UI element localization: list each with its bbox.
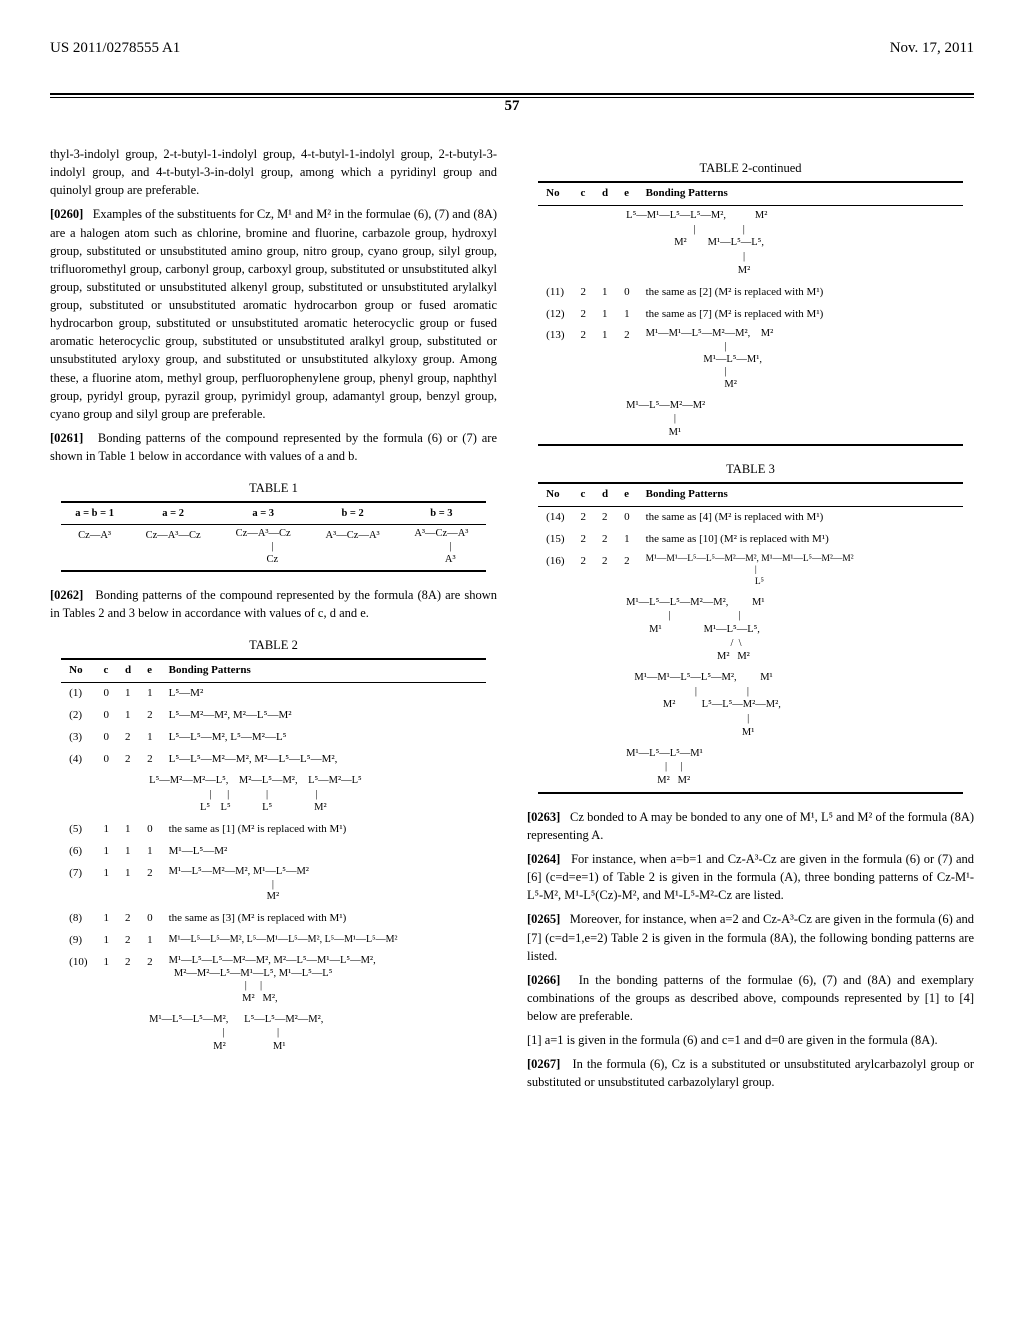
table-1: TABLE 1 a = b = 1 a = 2 a = 3 b = 2 b = … <box>50 479 497 572</box>
t2-h1: c <box>96 659 118 682</box>
para-num-0261: [0261] <box>50 431 83 445</box>
para-bracket-1: [1] a=1 is given in the formula (6) and … <box>527 1031 974 1049</box>
table-2c-title: TABLE 2-continued <box>527 159 974 177</box>
t2-h4: Bonding Patterns <box>161 659 486 682</box>
header-rule <box>50 93 974 98</box>
table-2-title: TABLE 2 <box>50 636 497 654</box>
page-number: 57 <box>50 98 974 115</box>
t2-h3: e <box>139 659 161 682</box>
t1-h4: b = 3 <box>397 502 486 525</box>
t1-r1: Cz—A³—Cz <box>128 525 218 571</box>
t1-h3: b = 2 <box>308 502 397 525</box>
left-column: thyl-3-indolyl group, 2-t-butyl-1-indoly… <box>50 145 497 1098</box>
para-num-0260: [0260] <box>50 207 83 221</box>
table-3-body: No c d e Bonding Patterns (14)220the sam… <box>538 482 963 794</box>
para-num-0262: [0262] <box>50 588 83 602</box>
t2-h0: No <box>61 659 95 682</box>
table-2-body: No c d e Bonding Patterns (1)011L⁵—M² (2… <box>61 658 486 1058</box>
para-0262-text: Bonding patterns of the compound represe… <box>50 588 497 620</box>
para-0264: [0264] For instance, when a=b=1 and Cz-A… <box>527 850 974 904</box>
right-column: TABLE 2-continued No c d e Bonding Patte… <box>527 145 974 1098</box>
t1-r2: Cz—A³—Cz | Cz <box>218 525 308 571</box>
page-header: US 2011/0278555 A1 Nov. 17, 2011 <box>50 40 974 63</box>
para-0261-text: Bonding patterns of the compound represe… <box>50 431 497 463</box>
table-2: TABLE 2 No c d e Bonding Patterns (1)011… <box>50 636 497 1058</box>
table-2c-body: No c d e Bonding Patterns L⁵—M¹—L⁵—L⁵—M²… <box>538 181 963 446</box>
table-3: TABLE 3 No c d e Bonding Patterns (14)22… <box>527 460 974 794</box>
t1-r0: Cz—A³ <box>61 525 128 571</box>
table-1-body: a = b = 1 a = 2 a = 3 b = 2 b = 3 Cz—A³ … <box>61 501 486 572</box>
t1-h1: a = 2 <box>128 502 218 525</box>
para-0265: [0265] Moreover, for instance, when a=2 … <box>527 910 974 964</box>
para-intro: thyl-3-indolyl group, 2-t-butyl-1-indoly… <box>50 145 497 199</box>
t1-h0: a = b = 1 <box>61 502 128 525</box>
table-1-title: TABLE 1 <box>50 479 497 497</box>
t2-row4-extra: L⁵—M²—M²—L⁵, M²—L⁵—M², L⁵—M²—L⁵ | | | | … <box>61 771 486 819</box>
para-0261: [0261] Bonding patterns of the compound … <box>50 429 497 465</box>
two-column-layout: thyl-3-indolyl group, 2-t-butyl-1-indoly… <box>50 145 974 1098</box>
para-0260: [0260] Examples of the substituents for … <box>50 205 497 423</box>
t1-r3: A³—Cz—A³ <box>308 525 397 571</box>
t2-h2: d <box>117 659 139 682</box>
table-3-title: TABLE 3 <box>527 460 974 478</box>
t1-r4: A³—Cz—A³ | A³ <box>397 525 486 571</box>
para-0263: [0263] Cz bonded to A may be bonded to a… <box>527 808 974 844</box>
para-0266: [0266] In the bonding patterns of the fo… <box>527 971 974 1025</box>
table-2-continued: TABLE 2-continued No c d e Bonding Patte… <box>527 159 974 446</box>
publication-number: US 2011/0278555 A1 <box>50 40 180 57</box>
publication-date: Nov. 17, 2011 <box>890 40 974 57</box>
t1-h2: a = 3 <box>218 502 308 525</box>
para-0262: [0262] Bonding patterns of the compound … <box>50 586 497 622</box>
para-0267: [0267] In the formula (6), Cz is a subst… <box>527 1055 974 1091</box>
para-0260-text: Examples of the substituents for Cz, M¹ … <box>50 207 497 420</box>
